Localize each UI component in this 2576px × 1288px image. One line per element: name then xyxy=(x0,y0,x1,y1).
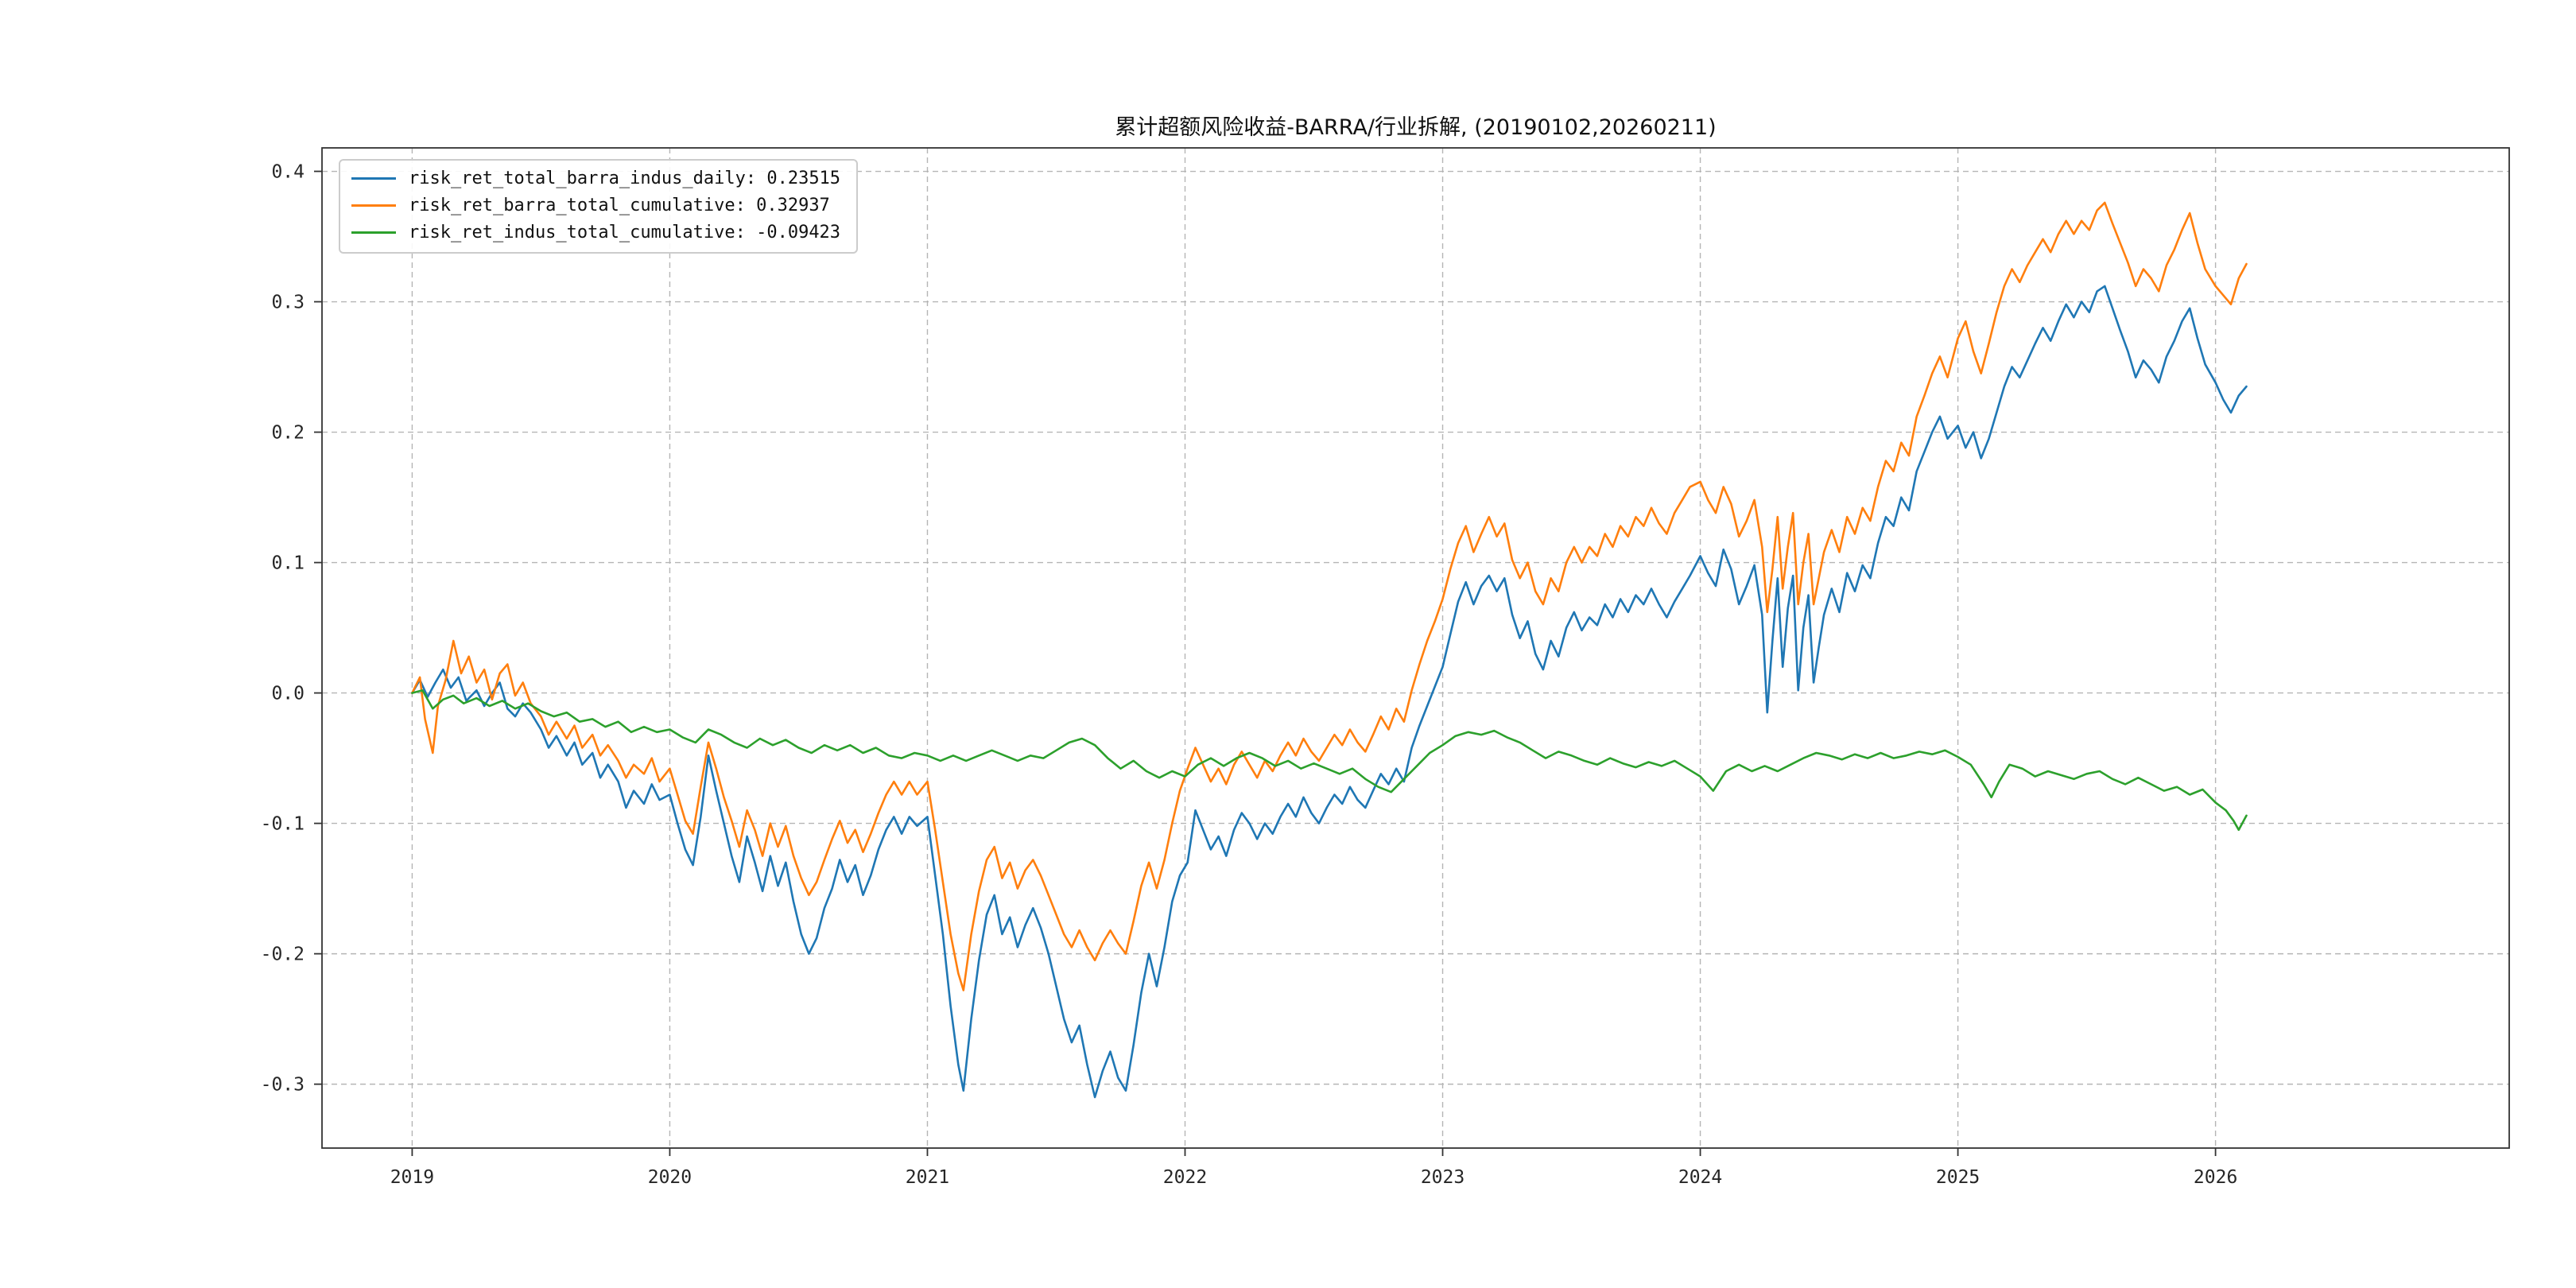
y-tick-label--0.3: -0.3 xyxy=(261,1075,305,1096)
y-tick-label--0.1: -0.1 xyxy=(261,814,305,835)
x-tick-label-2023: 2023 xyxy=(1421,1167,1465,1188)
x-tick-label-2022: 2022 xyxy=(1163,1167,1207,1188)
chart-title: 累计超额风险收益-BARRA/行业拆解, (20190102,20260211) xyxy=(1115,115,1717,140)
series-line-risk_ret_total_barra_indus_daily xyxy=(411,285,2248,1099)
x-tick-label-2019: 2019 xyxy=(390,1167,434,1188)
x-tick-label-2024: 2024 xyxy=(1678,1167,1722,1188)
y-tick-label-0.3: 0.3 xyxy=(271,293,305,313)
legend-label-risk_ret_barra_total_cumulative: risk_ret_barra_total_cumulative: 0.32937 xyxy=(409,196,830,215)
x-tick-label-2025: 2025 xyxy=(1936,1167,1980,1188)
x-tick-label-2026: 2026 xyxy=(2194,1167,2237,1188)
legend-line-swatch-risk_ret_total_barra_indus_daily xyxy=(351,177,396,180)
y-tick-label-0.2: 0.2 xyxy=(271,423,305,444)
y-tick-label--0.2: -0.2 xyxy=(261,945,305,965)
y-tick-label-0.1: 0.1 xyxy=(271,553,305,574)
y-tick-label-0.4: 0.4 xyxy=(271,162,305,183)
x-tick-label-2021: 2021 xyxy=(906,1167,949,1188)
legend-label-risk_ret_indus_total_cumulative: risk_ret_indus_total_cumulative: -0.0942… xyxy=(409,223,841,242)
legend-item-risk_ret_barra_total_cumulative: risk_ret_barra_total_cumulative: 0.32937 xyxy=(351,196,840,215)
legend-line-swatch-risk_ret_indus_total_cumulative xyxy=(351,231,396,234)
legend-label-risk_ret_total_barra_indus_daily: risk_ret_total_barra_indus_daily: 0.2351… xyxy=(409,169,841,188)
x-tick-label-2020: 2020 xyxy=(648,1167,692,1188)
legend-item-risk_ret_indus_total_cumulative: risk_ret_indus_total_cumulative: -0.0942… xyxy=(351,223,840,242)
legend: risk_ret_total_barra_indus_daily: 0.2351… xyxy=(339,159,859,254)
plot-border xyxy=(321,147,2510,1149)
legend-line-swatch-risk_ret_barra_total_cumulative xyxy=(351,204,396,207)
series-line-risk_ret_indus_total_cumulative xyxy=(411,689,2248,832)
y-tick-label-0.0: 0.0 xyxy=(271,684,305,704)
legend-item-risk_ret_total_barra_indus_daily: risk_ret_total_barra_indus_daily: 0.2351… xyxy=(351,169,840,188)
series-line-risk_ret_barra_total_cumulative xyxy=(411,201,2248,991)
